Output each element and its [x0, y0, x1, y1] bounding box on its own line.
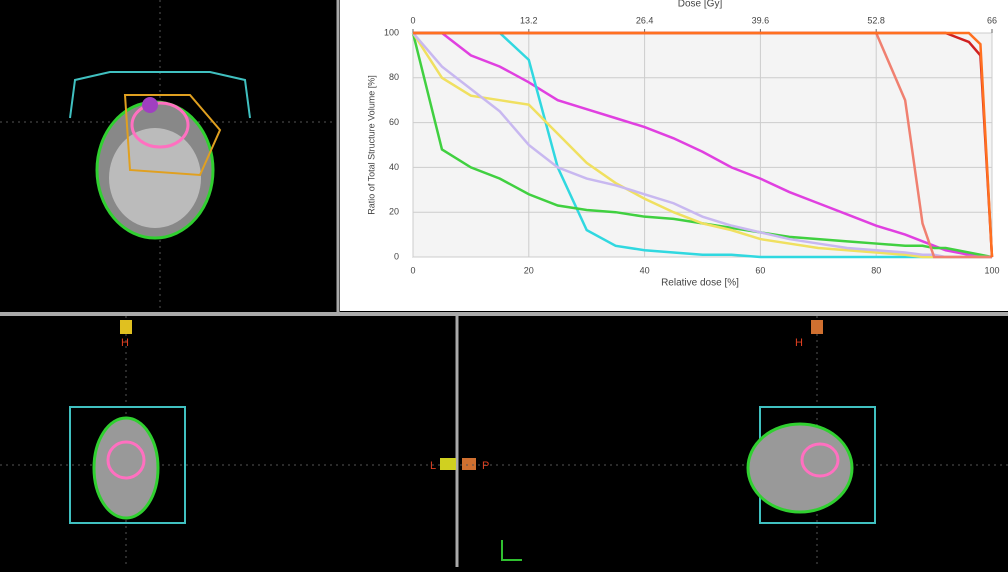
x-tick-label: 80 [871, 265, 881, 275]
y-tick-label: 60 [389, 117, 399, 127]
orientation-label: L [430, 460, 436, 472]
sagittal-view: H [460, 316, 1008, 567]
y-tick-label: 100 [384, 27, 399, 37]
orientation-label: H [795, 337, 803, 349]
x2-tick-label: 66 [987, 15, 997, 25]
x2-tick-label: 52.8 [867, 15, 885, 25]
marker [811, 320, 823, 334]
dvh-curve [413, 31, 994, 258]
x2-tick-label: 26.4 [636, 15, 654, 25]
axis-indicator [501, 540, 522, 561]
x2-axis-title: Dose [Gy] [678, 0, 723, 10]
x2-tick-label: 13.2 [520, 15, 538, 25]
y-tick-label: 80 [389, 72, 399, 82]
structure [142, 97, 158, 113]
y-tick-label: 0 [394, 251, 399, 261]
x-tick-label: 40 [640, 265, 650, 275]
marker [462, 458, 476, 470]
ptv-contour [800, 442, 840, 478]
y-tick-label: 20 [389, 207, 399, 217]
axial-view [0, 0, 336, 311]
coronal-view: H L P [0, 316, 489, 567]
x-tick-label: 60 [755, 265, 765, 275]
marker [440, 458, 456, 470]
orientation-label: P [482, 460, 489, 472]
orientation-label: H [121, 337, 129, 349]
dvh-curve [413, 31, 992, 259]
x2-tick-label: 0 [410, 15, 415, 25]
y-tick-label: 40 [389, 162, 399, 172]
beam-outline [123, 94, 222, 177]
brain [109, 128, 201, 228]
field-box [69, 406, 186, 524]
x-axis-title: Relative dose [%] [661, 278, 739, 289]
couch-outline [69, 71, 251, 119]
x-tick-label: 0 [410, 265, 415, 275]
x-tick-label: 20 [524, 265, 534, 275]
plot-area [412, 32, 993, 258]
ptv-contour [106, 440, 146, 480]
head-outline [92, 416, 160, 520]
x-tick-label: 100 [984, 265, 999, 275]
x2-tick-label: 39.6 [752, 15, 770, 25]
y-axis-title: Ratio of Total Structure Volume [%] [366, 75, 376, 214]
marker [120, 320, 132, 334]
ptv-contour [130, 101, 190, 149]
